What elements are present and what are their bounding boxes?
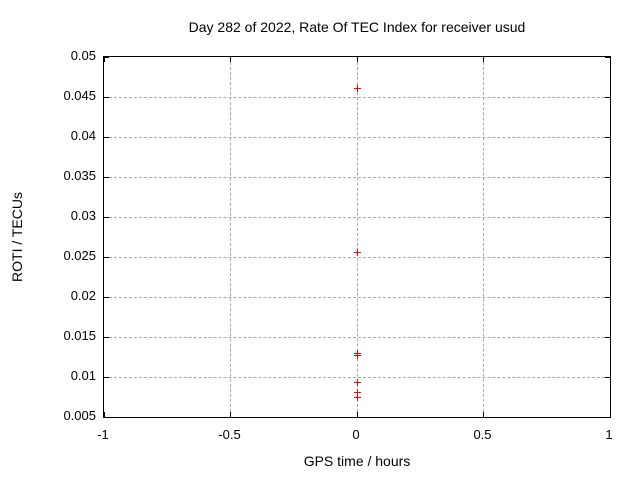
gridline-horizontal [104, 376, 610, 378]
marker-bar-vertical [356, 393, 358, 401]
gridline-horizontal [104, 136, 610, 138]
tick-mark [104, 376, 109, 378]
gridline-horizontal [104, 96, 610, 98]
tick-mark [104, 96, 109, 98]
y-tick-label: 0.035 [63, 168, 96, 183]
gridline-vertical [356, 57, 358, 417]
y-tick-label: 0.04 [70, 128, 96, 143]
data-point-marker [353, 248, 361, 256]
tick-mark [104, 256, 109, 258]
gridline-vertical [230, 57, 231, 417]
marker-bar-vertical [356, 248, 358, 256]
gridline-horizontal [104, 296, 610, 298]
data-point-marker [353, 379, 361, 387]
tick-mark [605, 416, 610, 418]
tick-mark [605, 296, 610, 298]
data-point-marker [353, 393, 361, 401]
y-tick-label: 0.03 [70, 208, 96, 223]
y-tick-label: 0.015 [63, 328, 96, 343]
data-point-marker [353, 351, 361, 359]
tick-mark [104, 136, 109, 138]
tick-mark [605, 256, 610, 258]
gridline-horizontal [104, 256, 610, 258]
data-point-marker [353, 388, 361, 396]
tick-mark [609, 412, 611, 417]
y-tick-label: 0.045 [63, 88, 96, 103]
y-tick-label: 0.005 [63, 408, 96, 423]
tick-mark [605, 56, 610, 58]
marker-bar-vertical [356, 379, 358, 387]
tick-mark [104, 176, 109, 178]
tick-mark [356, 412, 358, 417]
chart-title: Day 282 of 2022, Rate Of TEC Index for r… [188, 19, 526, 35]
marker-bar-vertical [356, 388, 358, 396]
marker-bar-vertical [356, 84, 358, 92]
gridline-horizontal [104, 176, 610, 178]
tick-mark [609, 57, 611, 62]
tick-mark [605, 336, 610, 338]
tick-mark [104, 56, 109, 58]
y-tick-label: 0.05 [70, 48, 96, 63]
y-tick-label: 0.025 [63, 248, 96, 263]
tick-mark [605, 216, 610, 218]
y-axis-label: ROTI / TECUs [9, 192, 25, 282]
gridline-vertical [483, 57, 484, 417]
tick-mark [104, 296, 109, 298]
tick-mark [104, 416, 109, 418]
y-tick-label: 0.01 [70, 368, 96, 383]
gridline-horizontal [104, 216, 610, 218]
y-tick-label: 0.02 [70, 288, 96, 303]
x-tick-label: -1 [97, 427, 109, 442]
tick-mark [230, 57, 231, 62]
tick-mark [605, 176, 610, 178]
plot-area [103, 56, 611, 418]
tick-mark [103, 57, 105, 62]
x-tick-label: -0.5 [218, 427, 241, 442]
data-point-marker [353, 84, 361, 92]
tick-mark [104, 216, 109, 218]
tick-mark [103, 412, 105, 417]
x-tick-label: 0 [352, 427, 360, 442]
tick-mark [605, 96, 610, 98]
tick-mark [483, 412, 484, 417]
tick-mark [104, 336, 109, 338]
tick-mark [356, 57, 358, 62]
x-tick-label: 1 [605, 427, 613, 442]
tick-mark [605, 376, 610, 378]
tick-mark [605, 136, 610, 138]
x-axis-label: GPS time / hours [303, 453, 411, 469]
marker-bar-vertical [356, 351, 358, 359]
gridline-horizontal [104, 336, 610, 338]
tick-mark [230, 412, 231, 417]
tick-mark [483, 57, 484, 62]
x-tick-label: 0.5 [473, 427, 492, 442]
